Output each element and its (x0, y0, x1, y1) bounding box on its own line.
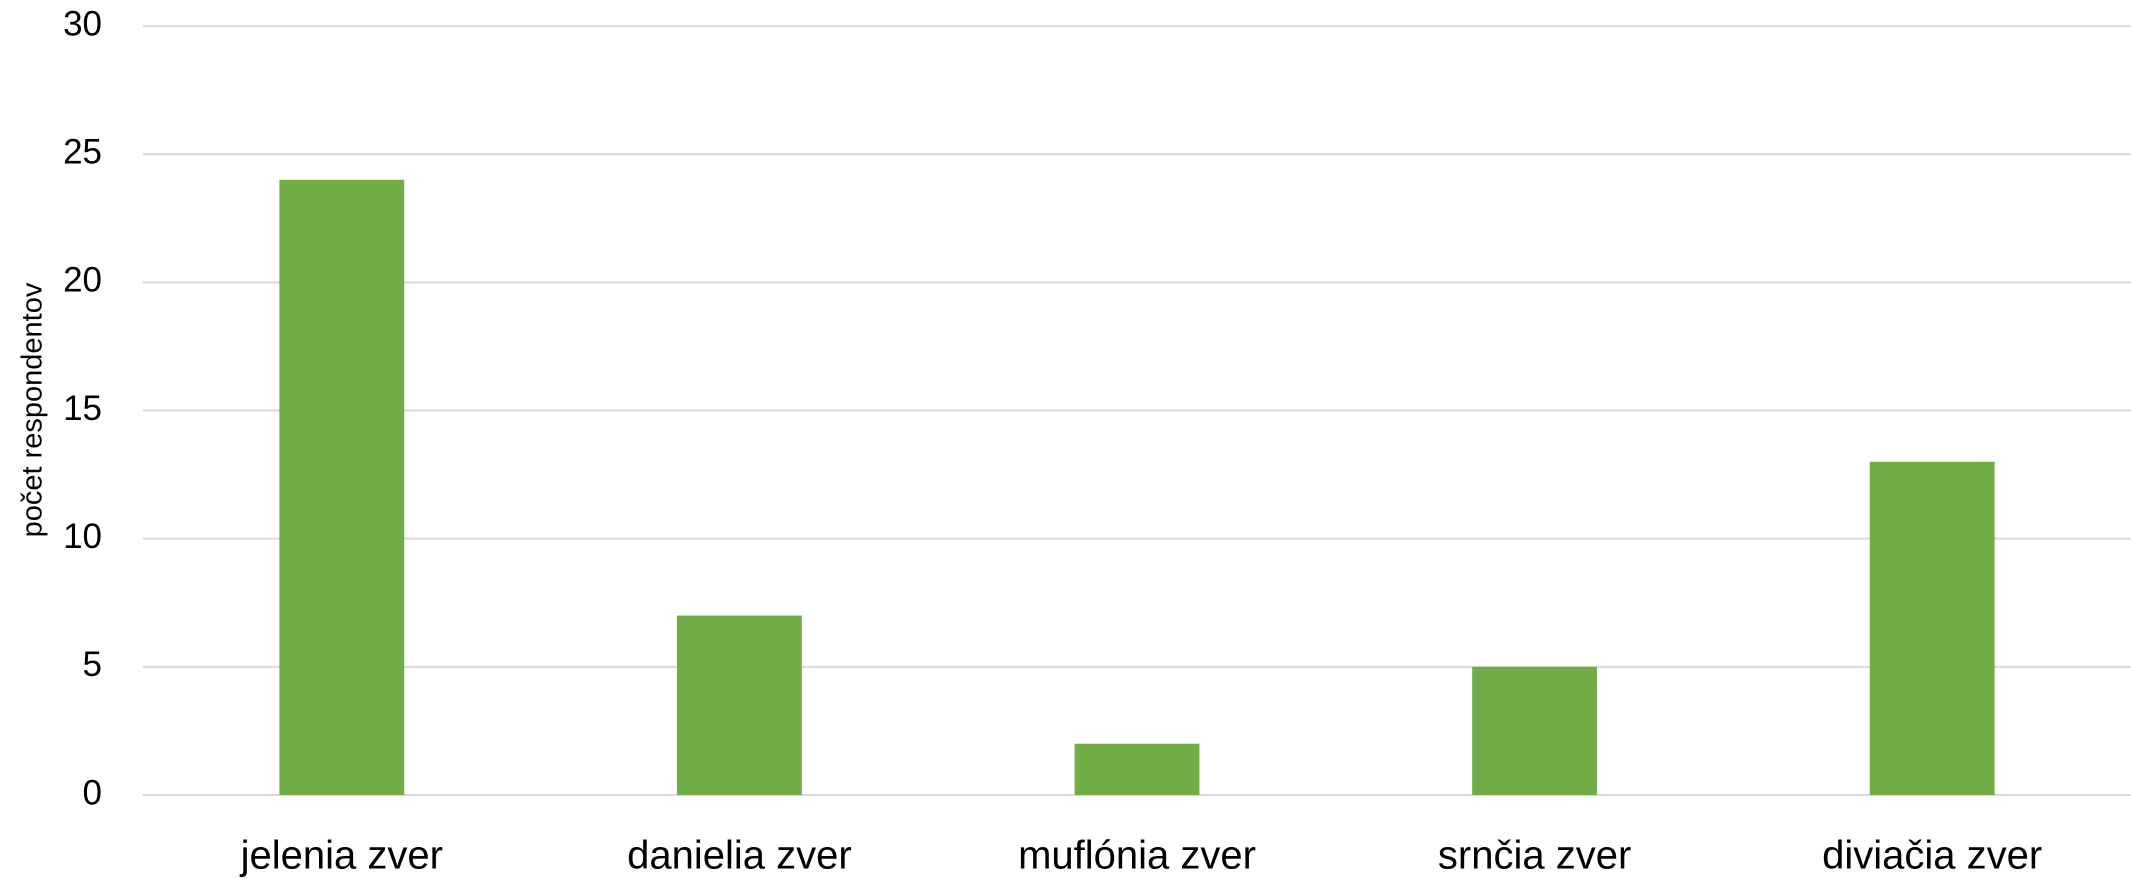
y-axis-label: počet respondentov (17, 282, 49, 537)
x-tick-label: muflónia zver (1018, 834, 1256, 878)
bar (1869, 461, 1995, 795)
y-tick-label: 15 (63, 389, 102, 428)
bar (676, 615, 802, 795)
y-tick-label: 10 (63, 517, 102, 556)
y-tick-label: 30 (63, 4, 102, 43)
y-tick-label: 0 (83, 773, 102, 812)
x-tick-label: jelenia zver (240, 834, 443, 878)
y-tick-label: 5 (83, 645, 102, 684)
bar (1472, 666, 1598, 795)
y-tick-label: 20 (63, 261, 102, 300)
bar (1074, 743, 1200, 795)
x-tick-label: diviačia zver (1822, 834, 2042, 878)
bar (279, 179, 405, 796)
y-tick-label: 25 (63, 132, 102, 171)
x-tick-label: srnčia zver (1438, 834, 1631, 878)
x-tick-label: danielia zver (627, 834, 852, 878)
